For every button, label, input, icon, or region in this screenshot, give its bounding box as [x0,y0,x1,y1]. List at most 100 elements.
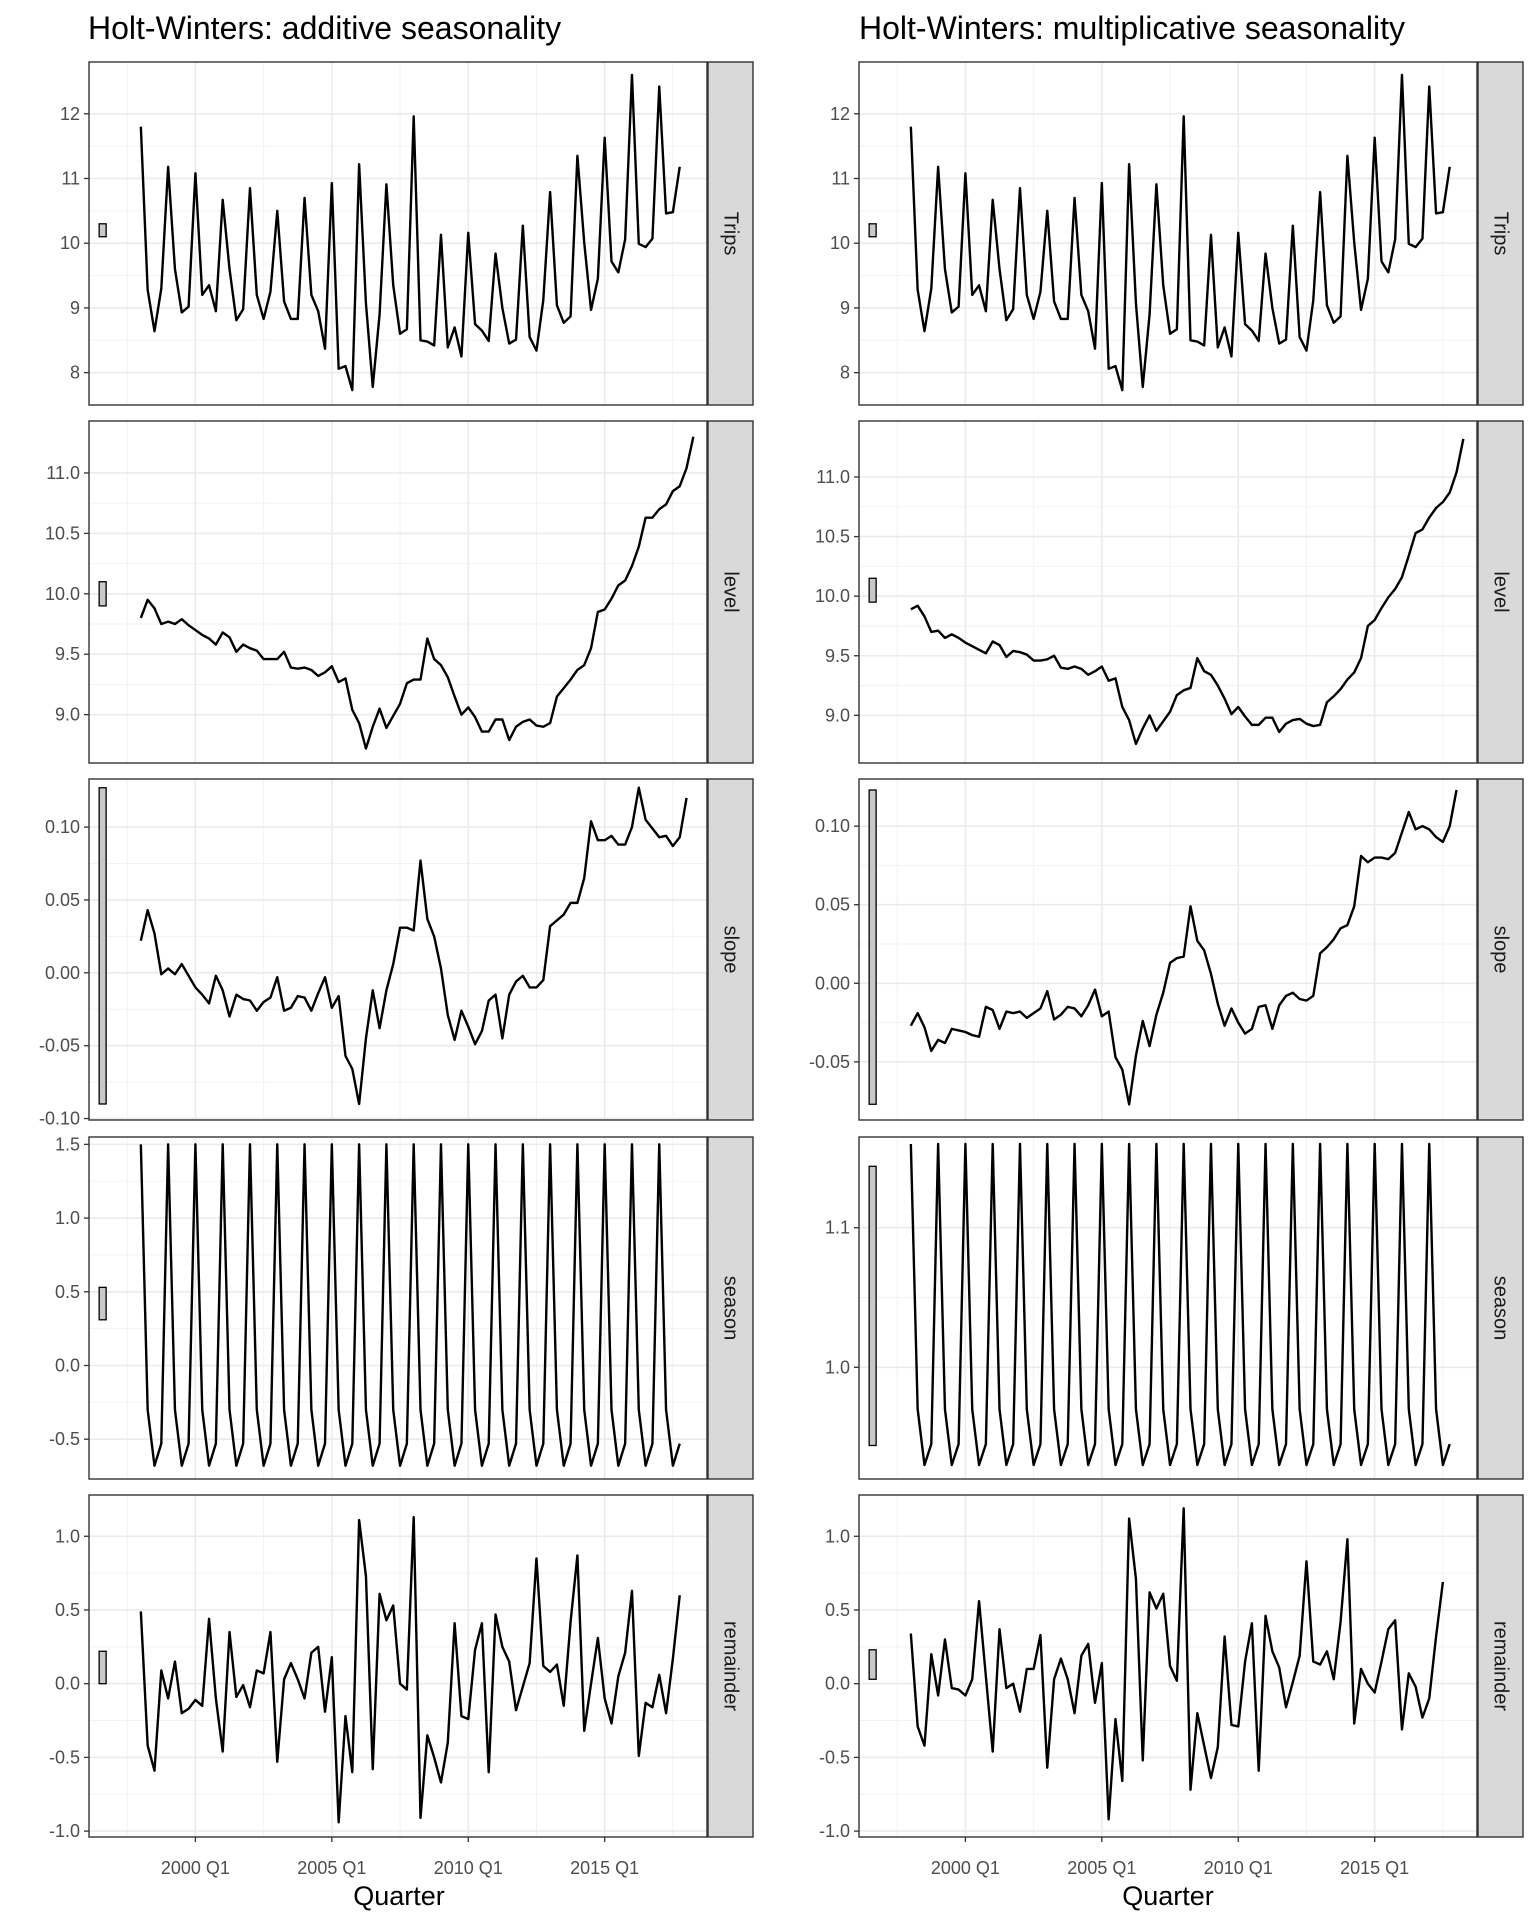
facet-strip [1477,1136,1524,1480]
series-line-Trips [909,73,1451,392]
x-axis-title-multiplicative: Quarter [1122,1881,1214,1911]
y-tick-label: 0.0 [825,1674,850,1694]
panel-border [858,1494,1478,1838]
facet-strip [707,1494,754,1838]
y-tick-label: -0.5 [49,1429,80,1449]
y-tick-label: 0.5 [55,1600,80,1620]
y-tick-label: 1.0 [55,1208,80,1228]
facet-strip [707,1136,754,1480]
x-axis-title-additive: Quarter [353,1881,445,1911]
facet-strip-label: level [1490,571,1512,612]
panel-border [858,61,1478,406]
y-tick-label: 8 [840,363,850,383]
y-tick-label: 9 [70,298,80,318]
y-tick-label: 9.0 [825,705,850,725]
y-tick-label: 10.5 [815,527,850,547]
y-tick-label: -1.0 [49,1821,80,1841]
facet-plots: Trips 8 9 10 11 12 level 9.0 9.5 10.0 10.5 11.0 slop… [39,61,1524,1878]
y-tick-label: -1.0 [819,1821,850,1841]
facet-strip-label: slope [1490,926,1512,974]
y-tick-label: 0.00 [815,973,850,993]
panel-border [858,778,1478,1121]
y-tick-label: 0.10 [45,817,80,837]
series-line-Trips [139,73,681,392]
scale-bar [98,1286,107,1321]
y-tick-label: 0.0 [55,1355,80,1375]
chart-title-multiplicative: Holt-Winters: multiplicative seasonality [859,10,1405,46]
series-line-remainder [139,1515,681,1824]
scale-bar [868,223,877,238]
panel-background [859,779,1477,1120]
y-tick-label: 12 [830,104,850,124]
y-tick-label: 1.0 [825,1357,850,1377]
y-tick-label: 1.0 [55,1526,80,1546]
panel-border [858,1136,1478,1480]
facet-strip-label: remainder [1490,1621,1512,1711]
series-line-slope [909,789,1458,1106]
series-line-season [909,1142,1451,1467]
y-tick-label: 1.1 [825,1218,850,1238]
y-tick-label: 9.5 [55,644,80,664]
y-tick-label: -0.05 [809,1052,850,1072]
y-tick-label: 1.0 [825,1526,850,1546]
facet-strip [707,778,754,1121]
y-tick-label: 9.5 [825,646,850,666]
y-tick-label: 0.00 [45,963,80,983]
x-tick-label: 2005 Q1 [297,1858,366,1878]
facet-strip-label: remainder [720,1621,742,1711]
facet-strip [1477,778,1524,1121]
facet-strip-label: slope [720,926,742,974]
panel-border [88,61,708,406]
facet-strip-label: season [720,1276,742,1341]
y-tick-label: 0.05 [815,895,850,915]
x-tick-label: 2010 Q1 [1204,1858,1273,1878]
series-line-level [910,438,1465,746]
y-tick-label: 10 [60,233,80,253]
scale-bar [868,789,877,1105]
panel-background [859,1495,1477,1837]
y-tick-label: 11 [61,168,80,188]
y-tick-label: 12 [60,104,80,124]
series-line-slope [139,786,688,1106]
y-tick-label: 10.0 [815,586,850,606]
panel-border [88,1494,708,1838]
facet-strip-label: Trips [1490,212,1512,256]
y-tick-label: 10.5 [45,523,80,543]
series-line-season [139,1143,681,1467]
scale-bar [868,1165,877,1447]
y-tick-label: 0.05 [45,890,80,910]
scale-bar [98,1650,107,1685]
y-tick-label: -0.05 [39,1036,80,1056]
y-tick-label: -0.5 [819,1747,850,1767]
y-tick-label: 10.0 [45,584,80,604]
x-tick-label: 2005 Q1 [1067,1858,1136,1878]
chart-title-additive: Holt-Winters: additive seasonality [88,10,561,46]
y-tick-label: -0.5 [49,1747,80,1767]
y-tick-label: 8 [70,363,80,383]
facet-strip-label: Trips [720,212,742,256]
y-tick-label: 0.10 [815,816,850,836]
y-tick-label: 0.5 [55,1282,80,1302]
y-tick-label: 9 [840,298,850,318]
y-tick-label: 11.0 [816,467,850,487]
facet-strip [1477,420,1524,764]
x-tick-label: 2015 Q1 [570,1858,639,1878]
facet-strip-label: season [1490,1276,1512,1341]
y-tick-label: 9.0 [55,705,80,725]
panel-border [88,778,708,1121]
scale-bar [868,577,877,603]
y-tick-label: 10 [830,233,850,253]
panel-background [89,779,707,1120]
x-tick-label: 2000 Q1 [161,1858,230,1878]
y-tick-label: 11 [831,168,850,188]
panel-border [88,420,708,764]
y-tick-label: -0.10 [39,1109,80,1129]
facet-strip-label: level [720,571,742,612]
panel-border [88,1136,708,1480]
scale-bar [98,223,107,238]
facet-strip [707,420,754,764]
scale-bar [98,581,107,607]
facet-strip [1477,1494,1524,1838]
panel-border [858,420,1478,764]
